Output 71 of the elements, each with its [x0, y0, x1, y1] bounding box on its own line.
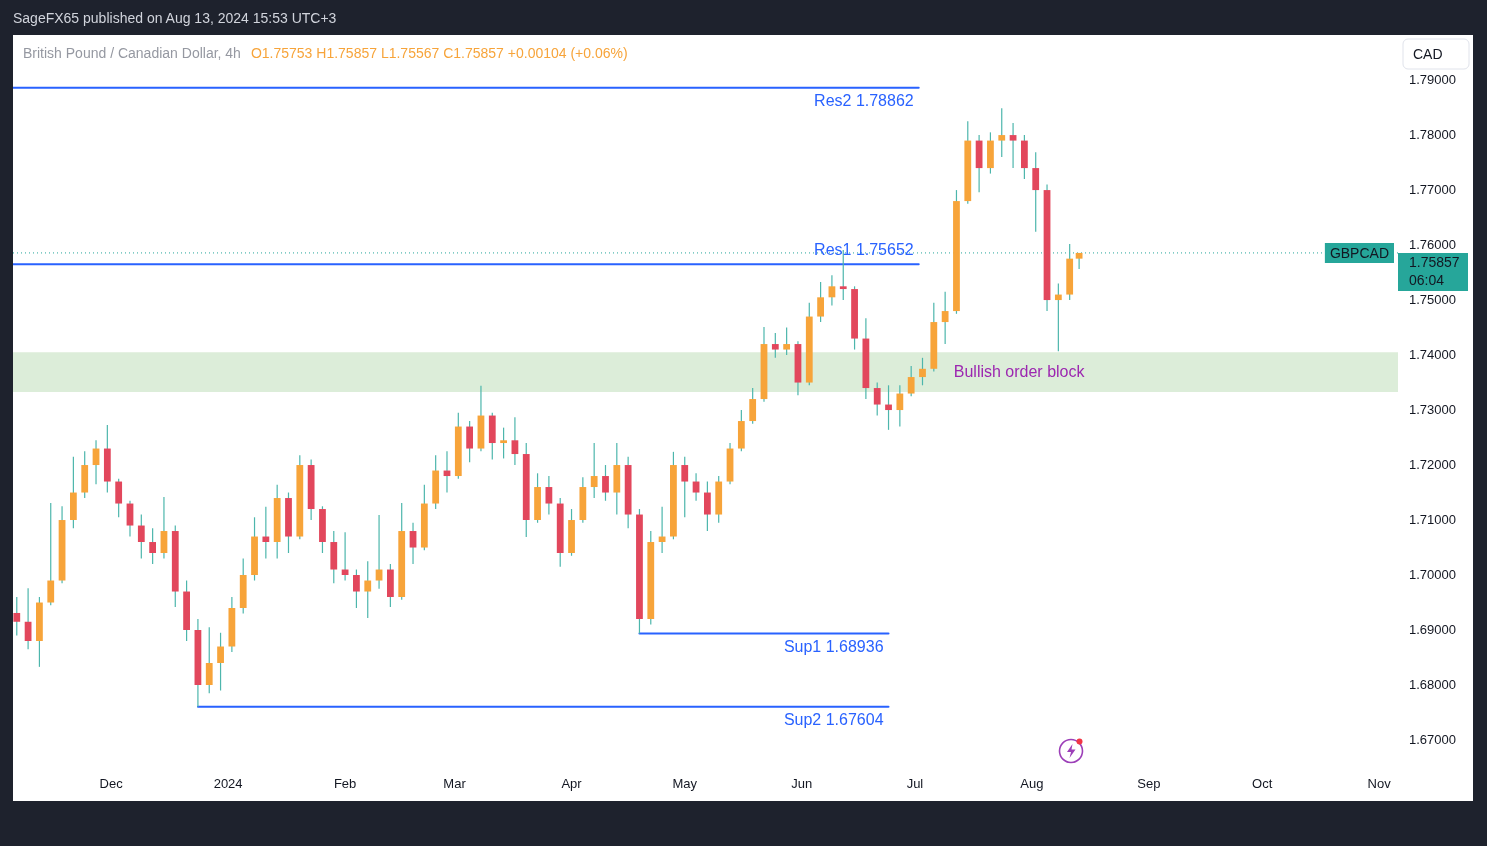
- candlestick: [545, 475, 553, 516]
- series-label: Res2 1.78862: [814, 92, 914, 110]
- candlestick: [941, 291, 949, 345]
- x-tick-label: 2024: [213, 776, 243, 792]
- candlestick: [149, 527, 157, 565]
- candlestick: [749, 387, 757, 425]
- candlestick: [817, 281, 824, 323]
- y-tick-label: 1.67000: [1409, 731, 1456, 747]
- candlestick: [262, 506, 270, 560]
- y-tick-label: 1.71000: [1409, 511, 1456, 527]
- candlestick: [1009, 122, 1017, 169]
- candlestick: [896, 384, 904, 428]
- y-tick-label: 1.76000: [1409, 236, 1456, 252]
- candlestick: [511, 416, 519, 466]
- y-tick-label: 1.78000: [1409, 126, 1456, 142]
- x-tick-label: Jun: [791, 776, 813, 792]
- candlestick: [783, 326, 791, 356]
- x-tick-label: Aug: [1020, 776, 1044, 792]
- candlestick: [205, 626, 213, 694]
- candlestick: [13, 596, 21, 637]
- y-tick-label: 1.68000: [1409, 676, 1456, 692]
- candlestick: [115, 478, 123, 518]
- x-tick-label: Nov: [1367, 776, 1392, 792]
- x-tick-label: May: [672, 776, 698, 792]
- candlestick: [1075, 252, 1083, 270]
- y-tick-label: 1.73000: [1409, 401, 1456, 417]
- y-axis-title: CAD: [1413, 45, 1443, 62]
- y-tick-label: 1.69000: [1409, 621, 1456, 637]
- candlestick: [409, 522, 417, 565]
- candlestick: [771, 332, 779, 359]
- text: SageFX65 published on Aug 13, 2024 15:53 UTC+3: [13, 9, 337, 26]
- x-tick-label: Oct: [1252, 776, 1273, 792]
- text: O1.75753 H1.75857 L1.75567 C1.75857 +0.00104 (+0.06%): [250, 44, 628, 61]
- x-tick-label: Dec: [99, 776, 124, 792]
- candlestick: [681, 456, 689, 518]
- candlestick: [353, 568, 360, 609]
- band-label: Bullish order block: [953, 362, 1086, 380]
- ref-line-label: GBPCAD: [1329, 244, 1389, 261]
- y-tick-label: 1.75000: [1409, 291, 1456, 307]
- candlestick: [885, 384, 892, 431]
- y-tick-label: 1.70000: [1409, 566, 1456, 582]
- text: 06:04: [1409, 271, 1445, 288]
- x-tick-label: Jul: [906, 776, 924, 792]
- x-tick-label: Apr: [561, 776, 583, 792]
- candlestick: [500, 427, 507, 460]
- candlestick: [919, 357, 926, 386]
- y-tick-label: 1.79000: [1409, 71, 1456, 87]
- candlestick: [1032, 151, 1040, 233]
- candlestick: [590, 442, 598, 499]
- x-tick-label: Feb: [333, 776, 357, 792]
- candlestick: [217, 632, 224, 692]
- candlestick: [602, 464, 609, 502]
- text: British Pound / Canadian Dollar, 4h: [23, 44, 241, 61]
- candlestick: [364, 560, 372, 619]
- candlestick: [1054, 282, 1062, 352]
- x-tick-label: Mar: [443, 776, 467, 792]
- series-label: Res1 1.75652: [814, 240, 914, 258]
- series-label: Sup2 1.67604: [783, 711, 884, 729]
- candlestick: [907, 365, 915, 397]
- candlestick: [47, 502, 55, 606]
- candlestick: [466, 420, 474, 463]
- y-tick-label: 1.77000: [1409, 181, 1456, 197]
- y-tick-label: 1.74000: [1409, 346, 1456, 362]
- text: 1.75857: [1409, 253, 1460, 270]
- candlestick: [998, 107, 1006, 158]
- candlestick: [873, 381, 881, 417]
- y-tick-label: 1.72000: [1409, 456, 1456, 472]
- candlestick: [703, 480, 711, 532]
- x-tick-label: Sep: [1137, 776, 1161, 792]
- candlestick: [137, 513, 145, 560]
- series-label: Sup1 1.68936: [783, 637, 884, 655]
